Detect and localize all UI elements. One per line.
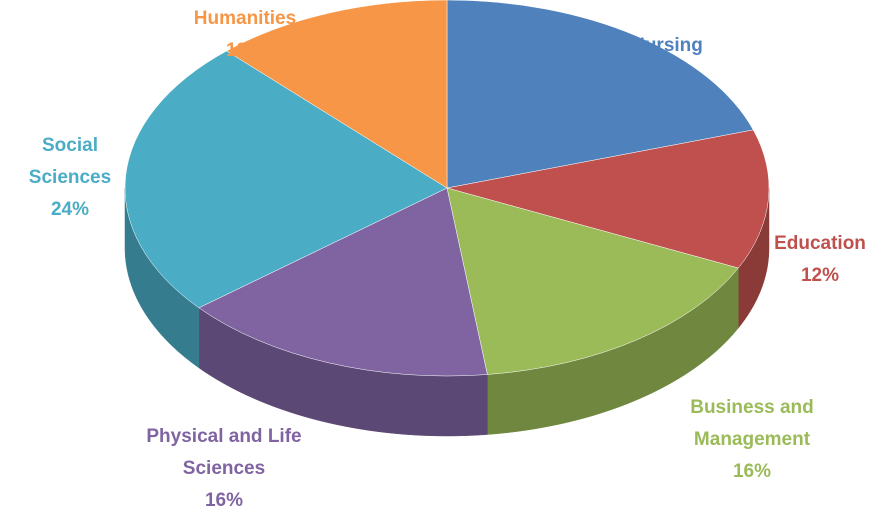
pie-sides: [124, 187, 770, 437]
category-name: Business and Management: [690, 397, 814, 450]
value-label: 24%: [50, 199, 90, 220]
value-label: 16%: [732, 461, 772, 482]
slice-label: Business and Management 16%: [672, 392, 832, 488]
category-name: Social Sciences: [28, 135, 112, 188]
slice: [446, 0, 754, 189]
slice-label: Physical and Life Sciences 16%: [144, 421, 304, 517]
category-name: Education: [774, 233, 866, 254]
slice: [446, 187, 739, 375]
category-name: Physical and Life Sciences: [146, 426, 302, 479]
slice-label: Education 12%: [760, 228, 880, 292]
slice: [124, 50, 448, 309]
slice-label: Social Sciences 24%: [20, 130, 120, 226]
category-name: Humanities: [193, 8, 297, 29]
value-label: 12%: [800, 265, 840, 286]
value-label: 12%: [225, 40, 265, 61]
value-label: 20%: [647, 67, 687, 88]
pie-tops: [124, 0, 770, 377]
slice: [446, 129, 770, 269]
slice: [198, 187, 488, 377]
slice-label: Humanities 12%: [180, 3, 310, 67]
slice-label: Nursing 20%: [607, 30, 727, 94]
value-label: 16%: [204, 490, 244, 511]
slice: [226, 0, 448, 189]
category-name: Nursing: [631, 35, 703, 56]
